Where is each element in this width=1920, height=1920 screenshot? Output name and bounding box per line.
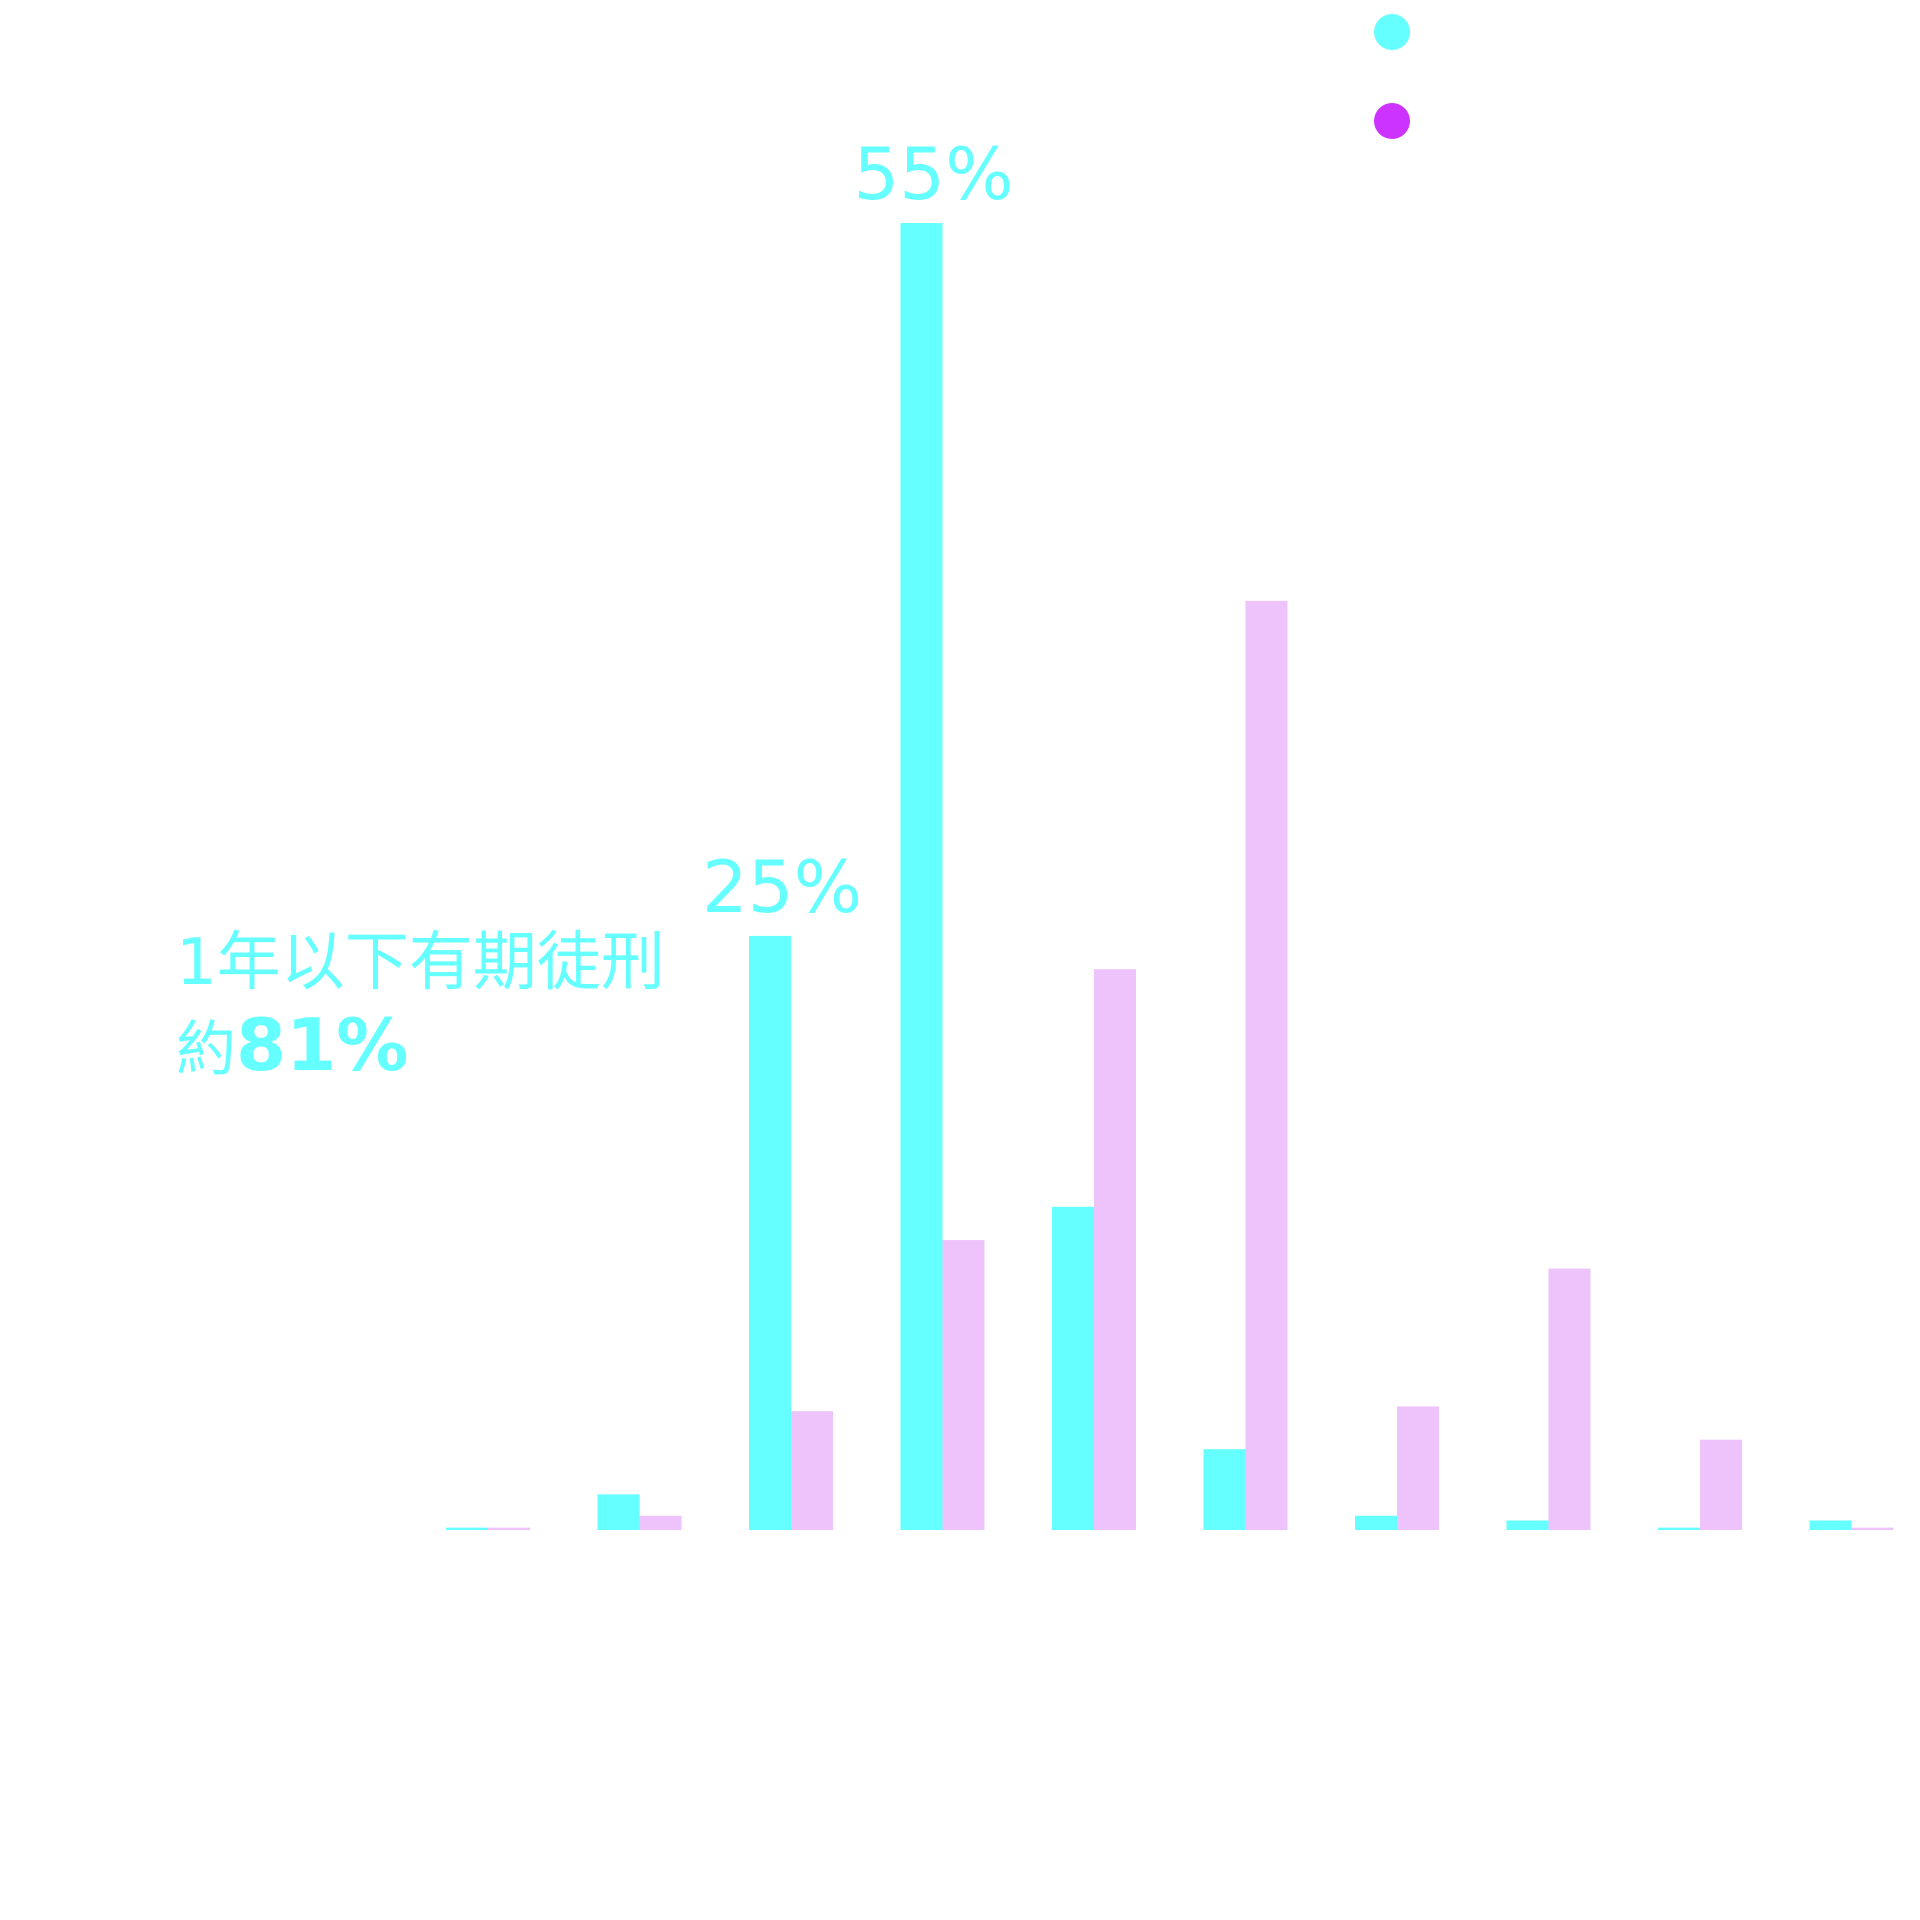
bar-series-a-5 — [1052, 1206, 1094, 1530]
annotation: 1年以下有期徒刑 約81% — [176, 926, 665, 1087]
bar-series-a-6 — [1203, 1449, 1246, 1530]
annotation-approx: 約 — [176, 1015, 236, 1085]
data-label-55-percent: 55% — [853, 132, 1013, 216]
legend-dot-series-b — [1374, 103, 1410, 139]
bar-series-b-1 — [488, 1527, 530, 1530]
bars — [446, 223, 1894, 1530]
bar-series-a-3 — [749, 935, 791, 1530]
bar-series-a-8 — [1506, 1520, 1549, 1530]
data-labels: 25% 55% — [702, 132, 1014, 929]
bar-series-b-7 — [1397, 1406, 1439, 1530]
bar-series-b-8 — [1548, 1268, 1591, 1530]
bar-series-a-4 — [900, 223, 943, 1530]
bar-series-b-3 — [791, 1411, 833, 1530]
annotation-line-1: 1年以下有期徒刑 — [176, 926, 665, 1000]
bar-series-b-4 — [942, 1240, 985, 1530]
bar-series-b-9 — [1700, 1439, 1742, 1530]
data-label-25-percent: 25% — [702, 845, 862, 929]
bar-series-b-6 — [1245, 600, 1288, 1530]
bar-series-a-7 — [1355, 1515, 1397, 1530]
annotation-line-2: 約81% — [176, 1003, 408, 1087]
annotation-percent: 81% — [236, 1003, 408, 1087]
bar-series-a-9 — [1658, 1527, 1700, 1530]
bar-series-b-2 — [639, 1515, 682, 1530]
bar-series-a-1 — [446, 1527, 488, 1530]
bar-series-b-5 — [1094, 969, 1136, 1530]
bar-series-a-2 — [597, 1494, 640, 1530]
legend — [1374, 14, 1410, 139]
legend-dot-series-a — [1374, 14, 1410, 50]
bar-series-b-10 — [1851, 1527, 1894, 1530]
bar-series-a-10 — [1809, 1520, 1852, 1530]
